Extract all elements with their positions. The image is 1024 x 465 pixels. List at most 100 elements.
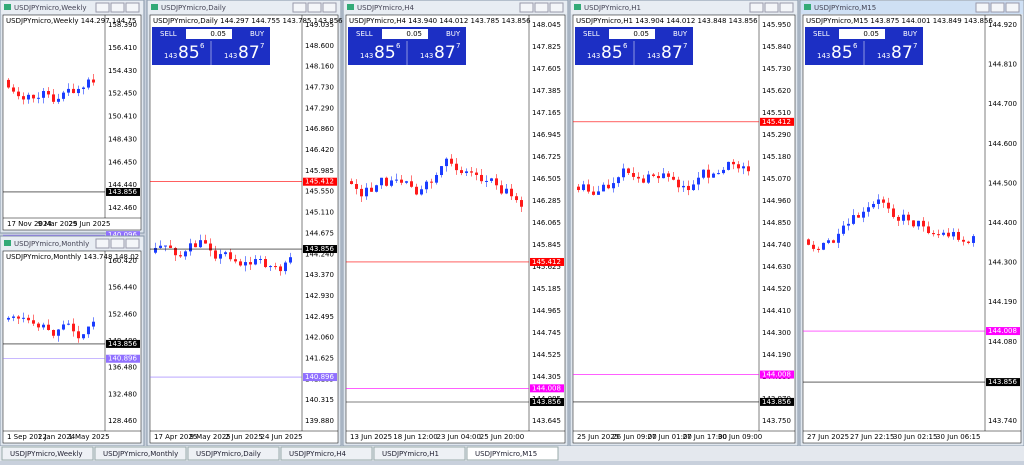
lot-size[interactable]: 0.05: [210, 30, 226, 38]
window-button[interactable]: [1005, 2, 1020, 13]
window-button[interactable]: [764, 2, 779, 13]
bid-sup[interactable]: 6: [623, 42, 628, 50]
candle-body: [952, 231, 955, 237]
window-button[interactable]: [110, 238, 125, 249]
tab[interactable]: [94, 446, 187, 461]
ask-big[interactable]: 143: [224, 52, 237, 60]
tab-label[interactable]: USDJPYmicro,Monthly: [103, 450, 178, 458]
candle-body: [722, 169, 725, 174]
time-label: 1 Jan 2024: [38, 433, 76, 441]
candle-body: [12, 316, 15, 318]
tab[interactable]: [466, 446, 559, 461]
price-label: 144.080: [988, 338, 1017, 346]
window-button[interactable]: [125, 238, 140, 249]
bid-sup[interactable]: 6: [396, 42, 401, 50]
bid-big[interactable]: 143: [587, 52, 600, 60]
tab[interactable]: [1, 446, 94, 461]
price-label: 156.410: [108, 44, 137, 52]
ask-main[interactable]: 87: [661, 43, 683, 63]
candle-body: [12, 87, 15, 92]
candle-body: [445, 158, 448, 167]
chart-window: USDJPYmicro,Weekly USDJPYmicro,Weekly 144…: [0, 0, 145, 240]
buy-button[interactable]: BUY: [250, 30, 265, 38]
window-button[interactable]: [779, 2, 794, 13]
bid-sup[interactable]: 6: [853, 42, 858, 50]
price-label: 144.500: [988, 179, 1017, 187]
buy-button[interactable]: BUY: [673, 30, 688, 38]
ask-main[interactable]: 87: [434, 43, 456, 63]
lot-size[interactable]: 0.05: [633, 30, 649, 38]
tab[interactable]: [187, 446, 280, 461]
bid-sup[interactable]: 6: [200, 42, 205, 50]
tab-label[interactable]: USDJPYmicro,Daily: [196, 450, 261, 458]
tab[interactable]: [280, 446, 373, 461]
lot-box[interactable]: [186, 29, 232, 39]
price-label: 145.730: [762, 65, 791, 73]
price-label: 148.600: [305, 42, 334, 50]
window-button[interactable]: [110, 2, 125, 13]
tab[interactable]: [373, 446, 466, 461]
buy-button[interactable]: BUY: [903, 30, 918, 38]
price-label: 146.065: [532, 219, 561, 227]
candle-body: [667, 173, 670, 177]
bid-big[interactable]: 143: [360, 52, 373, 60]
bid-main[interactable]: 85: [178, 43, 200, 63]
price-label: 147.605: [532, 65, 561, 73]
candle-body: [490, 178, 493, 181]
window-button[interactable]: [95, 2, 110, 13]
lot-size[interactable]: 0.05: [406, 30, 422, 38]
price-tag: [106, 354, 140, 363]
ask-sup[interactable]: 7: [913, 42, 917, 50]
lot-size[interactable]: 0.05: [863, 30, 879, 38]
sell-button[interactable]: SELL: [813, 30, 830, 38]
sell-button[interactable]: SELL: [160, 30, 177, 38]
candle-body: [647, 174, 650, 183]
candle-body: [712, 173, 715, 178]
window-button[interactable]: [749, 2, 764, 13]
window-button[interactable]: [125, 2, 140, 13]
lot-box[interactable]: [839, 29, 885, 39]
price-tag-label: 145.412: [305, 178, 334, 186]
time-label: 30 Jun 09:00: [718, 433, 762, 441]
price-label: 145.845: [532, 241, 561, 249]
bid-main[interactable]: 85: [831, 43, 853, 63]
ask-main[interactable]: 87: [891, 43, 913, 63]
price-label: 141.625: [305, 354, 334, 362]
candle-body: [87, 326, 90, 335]
window-button[interactable]: [975, 2, 990, 13]
bid-big[interactable]: 143: [164, 52, 177, 60]
tab-label[interactable]: USDJPYmicro,M15: [475, 450, 537, 458]
ask-big[interactable]: 143: [420, 52, 433, 60]
candle-body: [224, 252, 227, 255]
ask-sup[interactable]: 7: [456, 42, 460, 50]
window-button[interactable]: [95, 238, 110, 249]
lot-box[interactable]: [609, 29, 655, 39]
window-button[interactable]: [549, 2, 564, 13]
ask-big[interactable]: 143: [877, 52, 890, 60]
tab-label[interactable]: USDJPYmicro,Weekly: [10, 450, 82, 458]
window-button[interactable]: [519, 2, 534, 13]
buy-button[interactable]: BUY: [446, 30, 461, 38]
window-button[interactable]: [990, 2, 1005, 13]
sell-button[interactable]: SELL: [356, 30, 373, 38]
bid-main[interactable]: 85: [601, 43, 623, 63]
window-button[interactable]: [322, 2, 337, 13]
price-label: 156.440: [108, 284, 137, 292]
candle-body: [82, 87, 85, 89]
window-button[interactable]: [534, 2, 549, 13]
ask-sup[interactable]: 7: [260, 42, 264, 50]
sell-button[interactable]: SELL: [583, 30, 600, 38]
lot-box[interactable]: [382, 29, 428, 39]
price-tag-label: 143.856: [108, 188, 137, 196]
window-button[interactable]: [292, 2, 307, 13]
ask-main[interactable]: 87: [238, 43, 260, 63]
bid-main[interactable]: 85: [374, 43, 396, 63]
ask-sup[interactable]: 7: [683, 42, 687, 50]
window-button[interactable]: [307, 2, 322, 13]
price-tag: [986, 327, 1020, 336]
ask-big[interactable]: 143: [647, 52, 660, 60]
tab-label[interactable]: USDJPYmicro,H4: [289, 450, 346, 458]
bid-big[interactable]: 143: [817, 52, 830, 60]
tab-label[interactable]: USDJPYmicro,H1: [382, 450, 439, 458]
candle-body: [642, 178, 645, 183]
